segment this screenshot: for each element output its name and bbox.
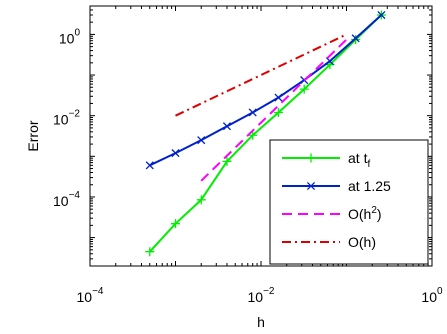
series-1-marker — [222, 122, 232, 131]
series-0-marker — [145, 247, 155, 257]
y-tick-label: 10−2 — [53, 109, 80, 128]
x-axis-label: h — [257, 314, 265, 330]
legend-box — [269, 139, 429, 265]
legend-item-3: O(h) — [282, 234, 376, 250]
y-tick-label: 100 — [59, 27, 81, 46]
series-3-line — [175, 33, 347, 117]
x-tick-label: 100 — [421, 286, 443, 305]
series-1-marker — [351, 34, 360, 43]
series-0-marker — [299, 84, 309, 94]
legend-items: at tf at 1.25 O(h2) O(h) — [282, 150, 391, 250]
x-tick-label: 10−2 — [248, 286, 275, 305]
legend-label: at tf — [348, 150, 370, 170]
legend-item-2: O(h2) — [282, 205, 382, 222]
legend-label: O(h) — [348, 234, 376, 250]
series-0-marker — [196, 195, 206, 205]
series-1-marker — [306, 181, 316, 191]
series-1-marker — [145, 161, 154, 170]
series-1-marker — [248, 108, 257, 117]
legend-label: at 1.25 — [348, 178, 391, 194]
legend-item-1: at 1.25 — [282, 178, 391, 194]
series-0-marker — [306, 153, 316, 163]
series-1-marker — [197, 136, 206, 145]
series-layer — [145, 10, 386, 257]
series-0-marker — [273, 107, 283, 117]
series-0-marker — [248, 130, 258, 140]
series-1-line — [149, 14, 383, 167]
series-0-marker — [222, 156, 232, 166]
y-tick-label: 10−4 — [53, 190, 80, 209]
legend: at tf at 1.25 O(h2) O(h) — [269, 139, 429, 265]
series-1-marker — [377, 10, 386, 20]
tick-layer: 10−4 10−2 100 10−4 10−2 100 — [53, 5, 443, 305]
series-0-line — [149, 14, 383, 253]
series-2-line — [200, 38, 348, 182]
y-axis-label: Error — [25, 120, 41, 151]
x-tick-label: 10−4 — [77, 286, 104, 305]
series-1-marker — [171, 149, 180, 158]
series-2 — [200, 38, 348, 182]
series-0-marker — [171, 219, 180, 229]
legend-item-0: at tf — [282, 150, 370, 170]
series-1-marker — [325, 57, 334, 66]
series-3 — [175, 33, 347, 117]
legend-label: O(h2) — [348, 205, 382, 222]
series-1-marker — [274, 93, 283, 102]
